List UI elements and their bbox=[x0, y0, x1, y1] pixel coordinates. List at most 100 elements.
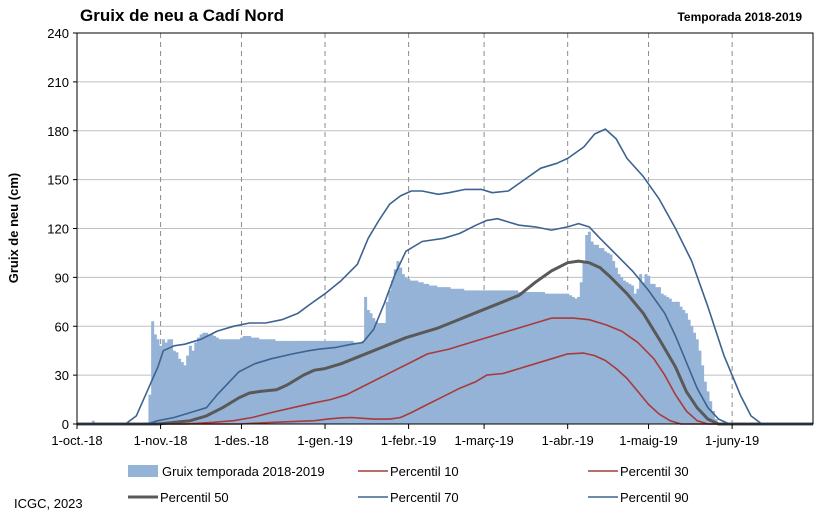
snow-bar-day-184 bbox=[571, 296, 575, 424]
snow-bar-day-143 bbox=[461, 288, 465, 424]
snow-bar-day-146 bbox=[469, 290, 473, 424]
snow-bar-day-227 bbox=[687, 319, 691, 424]
snow-bar-day-193 bbox=[595, 244, 599, 424]
snow-bar-day-128 bbox=[420, 282, 424, 424]
snow-bar-day-205 bbox=[628, 283, 632, 424]
snow-bar-day-95 bbox=[331, 340, 335, 424]
snow-bar-day-83 bbox=[299, 340, 303, 424]
snow-bar-day-75 bbox=[277, 340, 281, 424]
snow-bar-day-149 bbox=[477, 290, 481, 424]
snow-bar-day-153 bbox=[488, 290, 492, 424]
snow-bar-day-35 bbox=[170, 339, 174, 424]
snow-bar-day-30 bbox=[156, 339, 160, 424]
snow-bar-day-116 bbox=[388, 290, 392, 424]
snow-bar-day-168 bbox=[528, 292, 532, 424]
snow-bar-day-110 bbox=[372, 318, 376, 424]
snow-bar-day-51 bbox=[213, 336, 217, 424]
snow-bar-day-142 bbox=[458, 288, 462, 424]
snow-bar-day-71 bbox=[267, 339, 271, 424]
snow-bar-day-156 bbox=[496, 290, 500, 424]
snow-bar-day-69 bbox=[261, 339, 265, 424]
legend-label-3: Percentil 50 bbox=[160, 490, 229, 505]
snow-bar-day-160 bbox=[507, 290, 511, 424]
snow-bar-day-144 bbox=[463, 290, 467, 424]
snow-bar-day-64 bbox=[248, 336, 252, 424]
snow-bar-day-67 bbox=[256, 337, 260, 424]
percentile-lines bbox=[77, 128, 813, 426]
snow-bar-day-117 bbox=[391, 280, 395, 424]
snow-bar-day-84 bbox=[302, 340, 306, 424]
snow-bar-day-226 bbox=[684, 313, 688, 424]
snow-bar-day-216 bbox=[657, 287, 661, 424]
snow-bar-day-154 bbox=[490, 290, 494, 424]
snow-bar-day-162 bbox=[512, 290, 516, 424]
snow-bar-day-170 bbox=[533, 292, 537, 424]
snow-bar-day-161 bbox=[509, 290, 513, 424]
snow-bar-day-174 bbox=[544, 293, 548, 424]
snow-bar-day-169 bbox=[531, 292, 535, 424]
snow-bar-day-122 bbox=[404, 277, 408, 425]
x-tick-label-6: 1-abr.-19 bbox=[542, 433, 594, 448]
snow-bar-day-200 bbox=[614, 267, 618, 424]
snow-bar-day-109 bbox=[369, 313, 373, 424]
snow-bar-day-197 bbox=[606, 252, 610, 424]
y-tick-label-6: 180 bbox=[47, 124, 69, 139]
snow-bar-day-150 bbox=[480, 290, 484, 424]
legend-label-0: Gruix temporada 2018-2019 bbox=[162, 464, 325, 479]
snow-bar-day-90 bbox=[318, 340, 322, 424]
y-tick-label-2: 60 bbox=[55, 319, 69, 334]
snow-bar-day-74 bbox=[275, 340, 279, 424]
snow-bar-day-62 bbox=[242, 336, 246, 424]
snow-bar-day-108 bbox=[366, 309, 370, 424]
snow-bar-day-43 bbox=[191, 350, 195, 424]
snow-bar-day-204 bbox=[625, 282, 629, 424]
snow-bar-day-68 bbox=[258, 339, 262, 424]
y-tick-label-3: 90 bbox=[55, 270, 69, 285]
snow-bar-day-179 bbox=[558, 293, 562, 424]
series-line-percentil-90 bbox=[77, 128, 813, 425]
y-axis-ticks: 0 30 60 90 120 150 180 210 240 bbox=[47, 26, 77, 432]
x-tick-label-5: 1-març-19 bbox=[454, 433, 513, 448]
snow-bar-day-202 bbox=[620, 277, 624, 425]
snow-bar-day-171 bbox=[536, 292, 540, 424]
snow-bar-day-127 bbox=[418, 282, 422, 424]
snow-bar-day-56 bbox=[226, 339, 230, 424]
snow-bar-day-159 bbox=[504, 290, 508, 424]
snow-bar-day-76 bbox=[280, 340, 284, 424]
y-tick-label-5: 150 bbox=[47, 173, 69, 188]
snow-bar-day-39 bbox=[180, 362, 184, 424]
snow-bar-day-28 bbox=[151, 321, 155, 424]
snow-bar-day-195 bbox=[601, 248, 605, 424]
snow-bar-day-138 bbox=[447, 287, 451, 424]
snow-bar-day-157 bbox=[498, 290, 502, 424]
snow-bar-day-155 bbox=[493, 290, 497, 424]
snow-bar-day-178 bbox=[555, 293, 559, 424]
snow-bar-day-66 bbox=[253, 337, 257, 424]
snow-bar-day-172 bbox=[539, 292, 543, 424]
snow-bar-day-123 bbox=[407, 279, 411, 424]
snow-bar-day-59 bbox=[234, 339, 238, 424]
snow-bar-day-140 bbox=[453, 288, 457, 424]
snow-bar-day-167 bbox=[525, 292, 529, 424]
snow-bar-day-129 bbox=[423, 283, 427, 424]
x-tick-label-1: 1-nov.-18 bbox=[134, 433, 188, 448]
snow-bar-day-107 bbox=[364, 296, 368, 424]
snow-bar-day-145 bbox=[466, 290, 470, 424]
snow-bar-day-212 bbox=[647, 275, 651, 424]
snow-bar-day-207 bbox=[633, 293, 637, 424]
y-tick-label-0: 0 bbox=[62, 417, 69, 432]
snow-bar-day-31 bbox=[159, 345, 163, 424]
snow-bar-day-103 bbox=[353, 342, 357, 424]
snow-bar-day-33 bbox=[164, 342, 168, 424]
snow-bar-day-97 bbox=[337, 340, 341, 424]
snow-bar-day-38 bbox=[178, 358, 182, 424]
x-tick-label-0: 1-oct.-18 bbox=[51, 433, 102, 448]
y-tick-label-1: 30 bbox=[55, 368, 69, 383]
snow-bar-day-163 bbox=[515, 290, 519, 424]
series-line-percentil-70 bbox=[77, 217, 813, 425]
legend: Gruix temporada 2018-2019 Percentil 10 Per… bbox=[128, 464, 689, 505]
snow-bar-day-100 bbox=[345, 340, 349, 424]
series-line-percentil-50 bbox=[77, 259, 813, 426]
legend-label-2: Percentil 30 bbox=[620, 464, 689, 479]
snow-bar-day-47 bbox=[202, 332, 206, 424]
